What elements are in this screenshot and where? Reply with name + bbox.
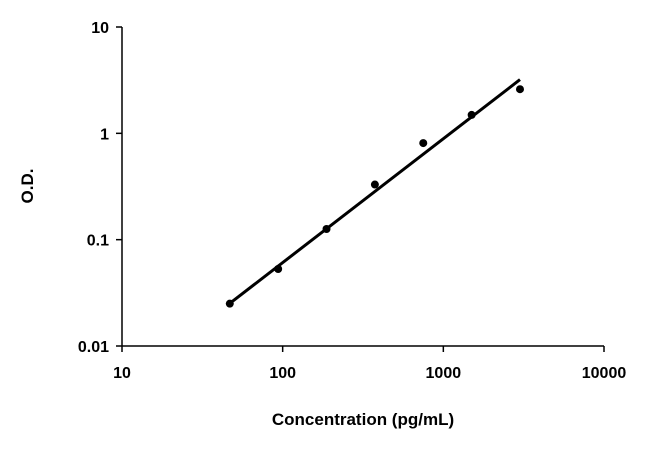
x-tick-label: 1000 <box>426 365 462 382</box>
data-point <box>370 180 379 189</box>
fit-line <box>226 78 521 307</box>
y-axis-label: O.D. <box>18 169 37 204</box>
data-point <box>467 110 476 119</box>
data-point <box>515 85 524 94</box>
y-tick-label: 0.1 <box>87 233 109 250</box>
x-axis-label: Concentration (pg/mL) <box>272 410 454 429</box>
y-tick-label: 1 <box>100 126 109 143</box>
x-tick-label: 10000 <box>582 365 627 382</box>
y-tick-label: 0.01 <box>78 339 109 356</box>
data-point <box>419 139 428 148</box>
x-tick-label: 100 <box>269 365 296 382</box>
data-point <box>322 224 331 233</box>
x-tick-label: 10 <box>113 365 131 382</box>
data-point <box>225 299 234 308</box>
data-point <box>274 264 283 273</box>
y-tick-label: 10 <box>91 20 109 37</box>
